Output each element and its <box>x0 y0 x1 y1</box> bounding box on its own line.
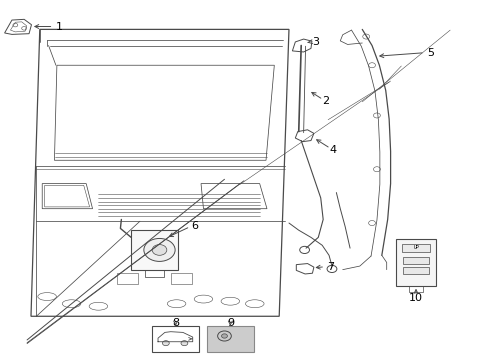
Circle shape <box>144 238 175 261</box>
Bar <box>207 326 253 352</box>
Text: 2: 2 <box>322 96 329 106</box>
Circle shape <box>152 244 167 255</box>
Text: 9: 9 <box>227 319 234 328</box>
Bar <box>131 230 178 270</box>
Bar <box>171 273 192 284</box>
Text: 7: 7 <box>327 262 334 272</box>
Bar <box>117 273 139 284</box>
Text: 8: 8 <box>172 319 179 328</box>
Bar <box>396 239 436 286</box>
Circle shape <box>162 341 169 346</box>
Text: 1: 1 <box>55 22 62 32</box>
Text: UP: UP <box>413 245 419 250</box>
Bar <box>152 326 199 352</box>
Text: 3: 3 <box>313 37 319 47</box>
Bar <box>402 244 430 252</box>
Circle shape <box>181 341 188 346</box>
Bar <box>403 267 429 274</box>
Text: 4: 4 <box>330 145 337 155</box>
Text: 5: 5 <box>427 48 434 58</box>
Bar <box>409 286 423 292</box>
Text: 6: 6 <box>191 221 198 230</box>
Bar <box>403 257 429 264</box>
Circle shape <box>221 334 227 338</box>
Text: 10: 10 <box>409 293 423 303</box>
